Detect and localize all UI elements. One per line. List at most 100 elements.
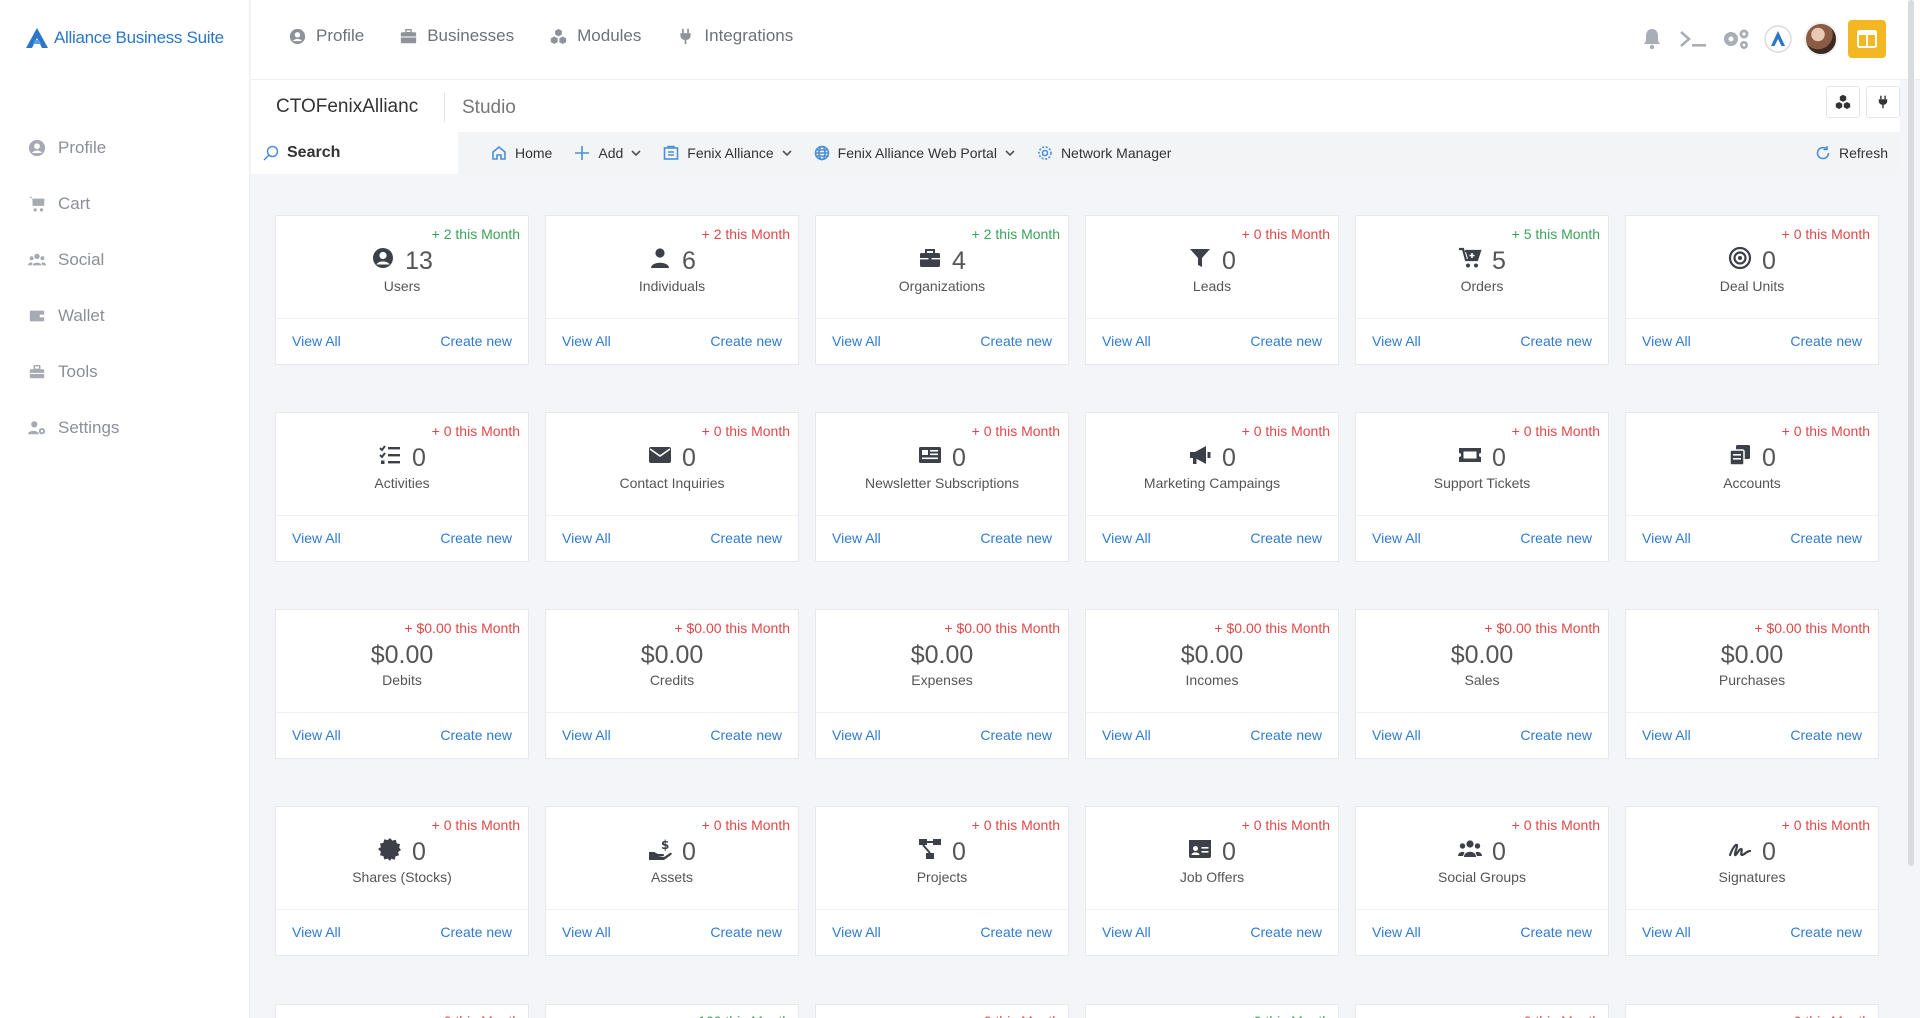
- view-all-link[interactable]: View All: [832, 924, 881, 940]
- modules-shortcut-button[interactable]: [1826, 86, 1860, 118]
- terminal-button[interactable]: [1678, 21, 1710, 57]
- search-input[interactable]: [287, 144, 437, 162]
- ticket-icon: [1458, 443, 1482, 474]
- add-dropdown[interactable]: Add: [574, 145, 641, 161]
- create-new-link[interactable]: Create new: [1250, 727, 1322, 743]
- card-divider: [1626, 515, 1878, 516]
- signature-icon: [1728, 843, 1752, 856]
- view-all-link[interactable]: View All: [1102, 333, 1151, 349]
- user-avatar[interactable]: [1804, 22, 1838, 56]
- network-manager-button[interactable]: Network Manager: [1037, 145, 1171, 161]
- settings-button[interactable]: [1720, 21, 1752, 57]
- create-new-link[interactable]: Create new: [440, 530, 512, 546]
- view-all-link[interactable]: View All: [292, 530, 341, 546]
- user-circle-icon: [28, 139, 46, 157]
- sidebar-item-cart[interactable]: Cart: [0, 176, 250, 232]
- svg-text:$: $: [661, 838, 669, 852]
- create-new-link[interactable]: Create new: [1250, 924, 1322, 940]
- monthly-delta: + 5 this Month: [1511, 226, 1600, 242]
- user-gear-icon: [28, 421, 46, 435]
- view-all-link[interactable]: View All: [1102, 530, 1151, 546]
- search-box[interactable]: [251, 132, 458, 174]
- create-new-link[interactable]: Create new: [1790, 530, 1862, 546]
- create-new-link[interactable]: Create new: [1250, 530, 1322, 546]
- view-all-link[interactable]: View All: [1102, 924, 1151, 940]
- card-divider: [276, 909, 528, 910]
- notifications-button[interactable]: [1636, 21, 1668, 57]
- card-divider: [1626, 909, 1878, 910]
- create-new-link[interactable]: Create new: [1790, 333, 1862, 349]
- create-new-link[interactable]: Create new: [1520, 530, 1592, 546]
- create-new-link[interactable]: Create new: [1790, 727, 1862, 743]
- view-all-link[interactable]: View All: [292, 727, 341, 743]
- topnav-modules[interactable]: Modules: [550, 26, 641, 46]
- view-all-link[interactable]: View All: [1372, 333, 1421, 349]
- create-new-link[interactable]: Create new: [980, 530, 1052, 546]
- integrations-shortcut-button[interactable]: [1866, 86, 1900, 118]
- alliance-app-button[interactable]: [1762, 21, 1794, 57]
- view-all-link[interactable]: View All: [292, 924, 341, 940]
- view-all-link[interactable]: View All: [1372, 530, 1421, 546]
- page-scrollbar[interactable]: [1908, 0, 1914, 866]
- sidebar-item-settings[interactable]: Settings: [0, 400, 250, 456]
- sidebar-item-label: Social: [58, 250, 105, 269]
- view-all-link[interactable]: View All: [1642, 333, 1691, 349]
- create-new-link[interactable]: Create new: [980, 333, 1052, 349]
- user-icon: [648, 246, 672, 277]
- view-all-link[interactable]: View All: [562, 924, 611, 940]
- view-all-link[interactable]: View All: [1642, 924, 1691, 940]
- create-new-link[interactable]: Create new: [710, 530, 782, 546]
- create-new-link[interactable]: Create new: [1520, 727, 1592, 743]
- topnav-integrations[interactable]: Integrations: [677, 26, 793, 46]
- workspace-title: CTOFenixAllianc: [276, 96, 419, 117]
- view-all-link[interactable]: View All: [562, 333, 611, 349]
- portal-dropdown[interactable]: Fenix Alliance Web Portal: [814, 145, 1015, 161]
- view-all-link[interactable]: View All: [1102, 727, 1151, 743]
- create-new-link[interactable]: Create new: [710, 333, 782, 349]
- workspace-subtitle: Studio: [462, 97, 516, 118]
- view-all-link[interactable]: View All: [832, 727, 881, 743]
- view-all-link[interactable]: View All: [1642, 727, 1691, 743]
- view-all-link[interactable]: View All: [562, 727, 611, 743]
- command-toolbar: Home Add Fenix Alliance Fenix Alliance W…: [251, 132, 1900, 174]
- stat-value: 0: [1762, 837, 1776, 866]
- sidebar-item-social[interactable]: Social: [0, 232, 250, 288]
- home-icon: [492, 145, 506, 160]
- view-all-link[interactable]: View All: [1372, 727, 1421, 743]
- create-new-link[interactable]: Create new: [980, 727, 1052, 743]
- create-new-link[interactable]: Create new: [1520, 924, 1592, 940]
- view-all-link[interactable]: View All: [1372, 924, 1421, 940]
- home-button[interactable]: Home: [491, 145, 552, 161]
- view-all-link[interactable]: View All: [1642, 530, 1691, 546]
- stat-card-contact-inquiries: + 0 this Month 0 Contact Inquiries View …: [545, 412, 799, 562]
- stat-card-accounts: + 0 this Month 0 Accounts View All Creat…: [1625, 412, 1879, 562]
- view-all-link[interactable]: View All: [832, 530, 881, 546]
- stat-value: $0.00: [1180, 640, 1244, 669]
- layout-toggle-button[interactable]: [1848, 20, 1886, 58]
- topnav-businesses[interactable]: Businesses: [400, 26, 514, 46]
- create-new-link[interactable]: Create new: [980, 924, 1052, 940]
- create-new-link[interactable]: Create new: [1790, 924, 1862, 940]
- sidebar-item-wallet[interactable]: Wallet: [0, 288, 250, 344]
- sidebar-item-tools[interactable]: Tools: [0, 344, 250, 400]
- brand-logo[interactable]: Alliance Business Suite: [26, 28, 224, 48]
- stat-label: Organizations: [898, 278, 986, 294]
- sidebar-item-profile[interactable]: Profile: [0, 120, 250, 176]
- stat-card-purchases: + $0.00 this Month $0.00 Purchases View …: [1625, 609, 1879, 759]
- topnav-profile[interactable]: Profile: [289, 26, 364, 46]
- monthly-delta: + 0 this Month: [1241, 226, 1330, 242]
- create-new-link[interactable]: Create new: [710, 924, 782, 940]
- create-new-link[interactable]: Create new: [440, 727, 512, 743]
- view-all-link[interactable]: View All: [292, 333, 341, 349]
- refresh-button[interactable]: Refresh: [1815, 132, 1888, 174]
- create-new-link[interactable]: Create new: [1520, 333, 1592, 349]
- create-new-link[interactable]: Create new: [710, 727, 782, 743]
- stat-card-partial: 100 this Month: [545, 1004, 799, 1018]
- view-all-link[interactable]: View All: [832, 333, 881, 349]
- create-new-link[interactable]: Create new: [440, 333, 512, 349]
- create-new-link[interactable]: Create new: [1250, 333, 1322, 349]
- tenant-dropdown[interactable]: Fenix Alliance: [663, 145, 792, 161]
- view-all-link[interactable]: View All: [562, 530, 611, 546]
- create-new-link[interactable]: Create new: [440, 924, 512, 940]
- stat-value: 0: [412, 837, 426, 866]
